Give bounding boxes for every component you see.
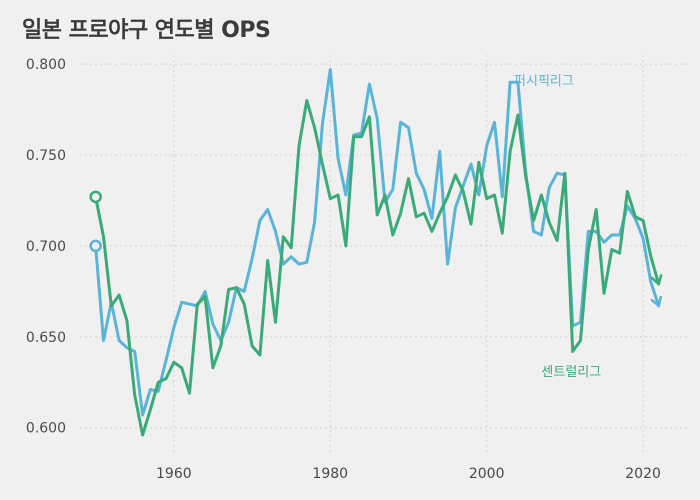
axes: 0.600 0.650 0.700 0.750 0.800 1960 1980 2000 202… [26, 57, 661, 482]
series-label-1: 센트럴리그 [541, 365, 601, 380]
series-end-arrow-0 [650, 295, 663, 308]
y-tick-label: 0.700 [26, 239, 66, 255]
series-line-1 [94, 99, 661, 437]
y-tick-label: 0.750 [26, 148, 66, 164]
series-start-marker-0 [89, 239, 102, 253]
series-end-arrow-1 [650, 274, 663, 286]
x-tick-label: 1980 [312, 466, 348, 482]
x-tick-label: 2000 [469, 466, 505, 482]
grid [80, 55, 690, 455]
y-tick-label: 0.650 [26, 330, 66, 346]
y-tick-label: 0.600 [26, 421, 66, 437]
x-tick-label: 2020 [625, 466, 661, 482]
chart-title: 일본 프로야구 연도별 OPS [22, 18, 271, 43]
series-start-marker-1 [89, 190, 102, 204]
series-line-0 [94, 68, 661, 417]
x-tick-label: 1960 [156, 466, 192, 482]
y-tick-label: 0.800 [26, 57, 66, 73]
series-label-0: 퍼시픽리그 [514, 74, 574, 89]
